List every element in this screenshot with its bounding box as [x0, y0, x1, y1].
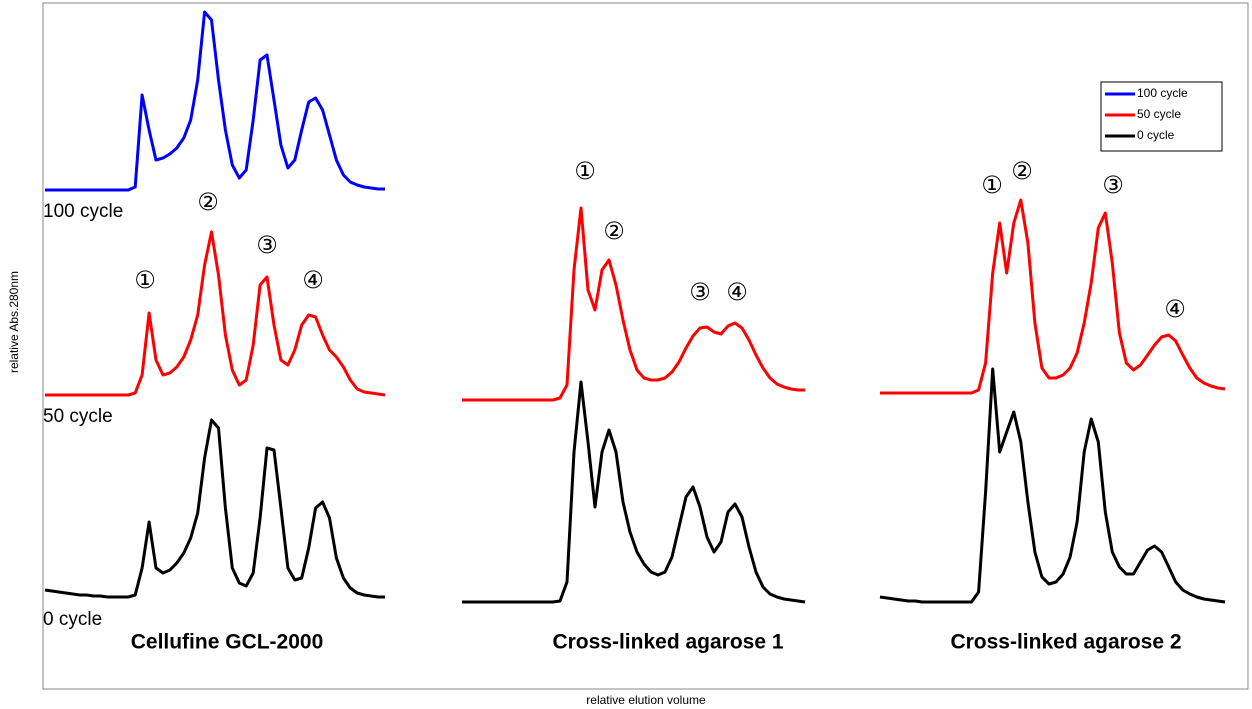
peak-label: ②	[197, 188, 219, 216]
panel-title: Cross-linked agarose 2	[950, 631, 1181, 654]
peak-label: ①	[981, 171, 1003, 199]
x-axis-label: relative elution volume	[586, 693, 706, 707]
trace	[880, 198, 1226, 395]
peak-label: ④	[1164, 295, 1186, 323]
row-label: 0 cycle	[43, 609, 102, 630]
peak-label: ③	[256, 231, 278, 259]
peak-label: ③	[689, 278, 711, 306]
peak-label: ④	[726, 278, 748, 306]
legend-text: 50 cycle	[1137, 107, 1181, 121]
peak-label: ①	[134, 266, 156, 294]
trace	[462, 380, 806, 604]
peak-label: ①	[574, 157, 596, 185]
trace	[879, 367, 1226, 604]
panel-title: Cellufine GCL-2000	[131, 631, 324, 654]
peak-label: ②	[603, 217, 625, 245]
row-label: 100 cycle	[43, 201, 123, 222]
trace	[44, 418, 385, 599]
trace	[462, 206, 805, 402]
legend-text: 0 cycle	[1137, 128, 1175, 142]
peak-label: ③	[1102, 171, 1124, 199]
legend-text: 100 cycle	[1137, 86, 1188, 100]
row-label: 50 cycle	[43, 406, 113, 427]
trace	[45, 10, 385, 192]
peak-label: ④	[302, 266, 324, 294]
plot-frame	[42, 2, 1249, 690]
y-axis-label: relative Abs.280nm	[7, 271, 21, 373]
panel-title: Cross-linked agarose 1	[552, 631, 783, 654]
trace	[45, 230, 386, 397]
peak-label: ②	[1011, 157, 1033, 185]
